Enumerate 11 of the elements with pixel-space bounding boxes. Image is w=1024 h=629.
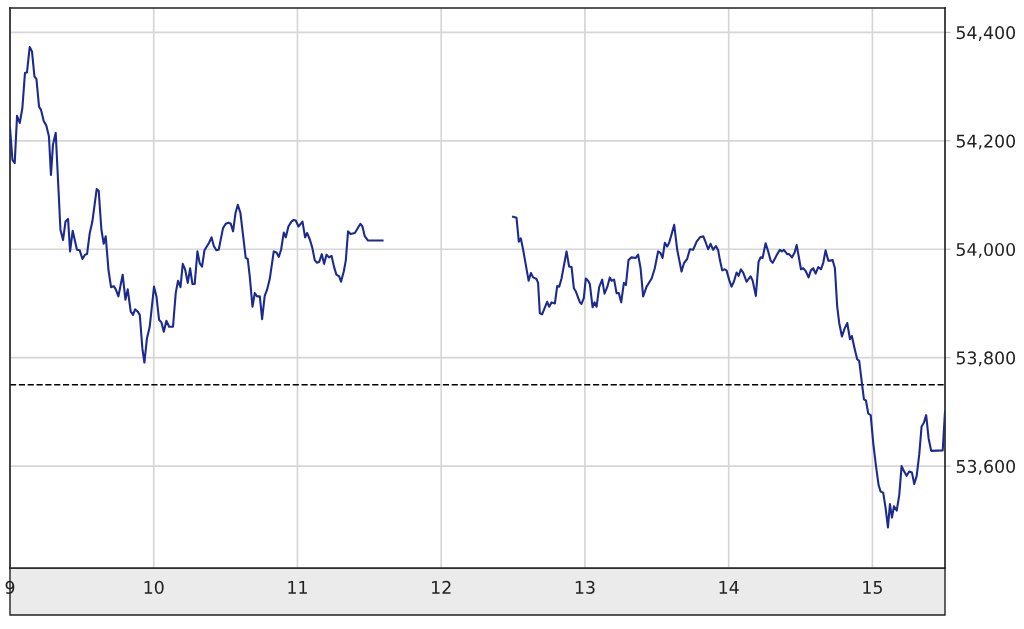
x-tick-label: 12	[432, 580, 451, 594]
y-tick-label: 54,000	[956, 242, 1016, 258]
x-tick-label: 13	[575, 580, 595, 594]
x-tick-label: 11	[288, 581, 307, 594]
x-tick-label: 10	[144, 580, 164, 594]
x-tick-label: 15	[863, 581, 882, 594]
x-tick-label: 14	[719, 581, 739, 594]
y-tick-label: 53,600	[956, 459, 1016, 475]
y-tick-label: 54,200	[956, 134, 1016, 150]
y-tick-label: 54,400	[956, 26, 1016, 42]
y-tick-label: 53,800	[956, 351, 1016, 367]
